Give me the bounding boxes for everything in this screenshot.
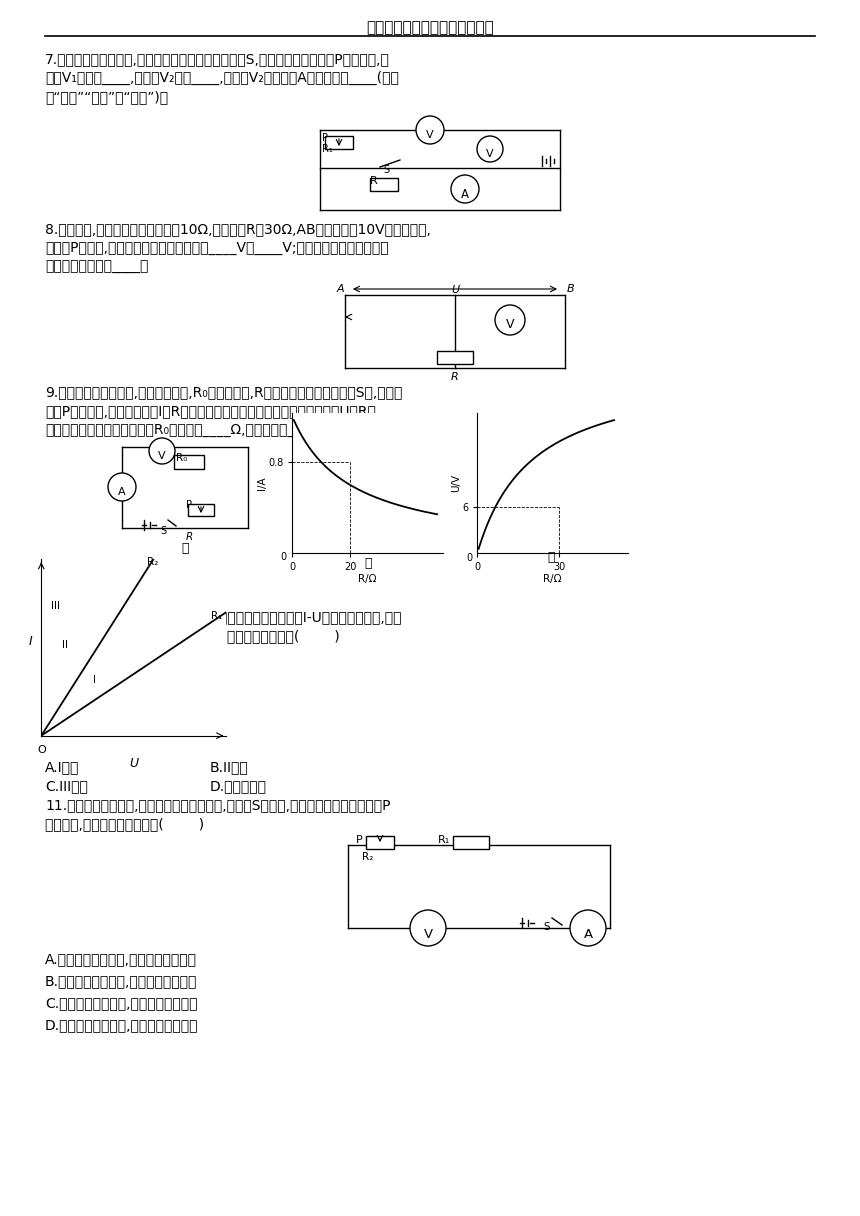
Bar [188, 503, 214, 516]
Text: 甲: 甲 [181, 542, 188, 554]
Text: A: A [461, 187, 469, 201]
Text: B.电压表的示数变小,电流表的示数变大: B.电压表的示数变小,电流表的示数变大 [45, 974, 198, 987]
Circle shape [451, 175, 479, 203]
Text: V: V [486, 150, 494, 159]
Text: 压表V₁的示数____,电压表V₂示数____,电压表V₂与电流表A示数的比值____(均选: 压表V₁的示数____,电压表V₂示数____,电压表V₂与电流表A示数的比值_… [45, 71, 399, 85]
Text: C.III区域: C.III区域 [45, 779, 88, 793]
Text: D.以上都不对: D.以上都不对 [210, 779, 267, 793]
Text: R₀: R₀ [176, 454, 187, 463]
Text: III: III [51, 601, 59, 610]
Circle shape [149, 438, 175, 465]
Circle shape [570, 910, 606, 946]
Text: A.I区域: A.I区域 [45, 760, 79, 775]
Circle shape [108, 473, 136, 501]
Text: V: V [427, 130, 433, 140]
Text: A: A [118, 486, 126, 497]
Text: 向左滑动,下列说法中正确的是(        ): 向左滑动,下列说法中正确的是( ) [45, 817, 204, 831]
Text: 8.如图所示,滑动变阻器的最大值是10Ω,定值电阻R为30Ω,AB间的电压为10V且保持不变,: 8.如图所示,滑动变阻器的最大值是10Ω,定值电阻R为30Ω,AB间的电压为10… [45, 223, 431, 236]
Text: A.电压表的示数变大,电流表的示数变大: A.电压表的示数变大,电流表的示数变大 [45, 952, 197, 966]
Text: R₂: R₂ [147, 557, 158, 567]
Text: A: A [337, 285, 345, 294]
Text: II: II [62, 640, 68, 649]
Y-axis label: I/A: I/A [257, 477, 267, 490]
Text: 丙: 丙 [548, 551, 555, 564]
X-axis label: R/Ω: R/Ω [359, 574, 377, 584]
Text: U: U [451, 285, 459, 295]
Text: R₂: R₂ [362, 852, 373, 862]
Circle shape [495, 305, 525, 334]
Text: 乙: 乙 [364, 557, 372, 569]
Text: 11.如图所示的电路中,电源两端电压保持不变,当开关S闭合时,如果将滑动变阻器的滑片P: 11.如图所示的电路中,电源两端电压保持不变,当开关S闭合时,如果将滑动变阻器的… [45, 798, 390, 812]
Text: V: V [506, 319, 514, 332]
Circle shape [477, 136, 503, 162]
Text: P: P [356, 835, 363, 845]
Bar [437, 351, 473, 364]
Text: B: B [567, 285, 574, 294]
Text: 填“变大”“变小”或“不变”)。: 填“变大”“变小”或“不变”)。 [45, 90, 168, 105]
Bar [366, 837, 394, 849]
Text: 与最小电流之比为____。: 与最小电流之比为____。 [45, 260, 149, 274]
X-axis label: R/Ω: R/Ω [544, 574, 562, 584]
Text: 当滑片P移动时,电压表示数的变化范围是从____V到____V;通过定值电阻的最大电流: 当滑片P移动时,电压表示数的变化范围是从____V到____V;通过定值电阻的最… [45, 241, 389, 255]
Text: A: A [583, 928, 593, 940]
Text: V: V [423, 928, 433, 940]
Text: 人教版九年级上册物理同步训练: 人教版九年级上册物理同步训练 [366, 19, 494, 35]
Text: 滑片P的过程中,电流表的示数I与R的阻值关系图像如图乙所示。电压表的示数U与R的: 滑片P的过程中,电流表的示数I与R的阻值关系图像如图乙所示。电压表的示数U与R的 [45, 404, 376, 418]
Y-axis label: I: I [28, 635, 32, 647]
Text: S: S [160, 527, 166, 536]
Text: 0: 0 [466, 553, 472, 563]
Y-axis label: U/V: U/V [451, 474, 461, 492]
Text: R₁: R₁ [322, 143, 333, 154]
Text: V: V [158, 451, 166, 461]
Bar [325, 136, 353, 150]
Circle shape [410, 910, 446, 946]
Text: S: S [543, 922, 550, 931]
Text: S: S [383, 165, 389, 175]
Circle shape [416, 116, 444, 143]
Bar [370, 178, 398, 191]
Text: R₁: R₁ [438, 835, 451, 845]
Text: R: R [452, 372, 459, 382]
X-axis label: U: U [129, 756, 138, 770]
Bar [453, 837, 489, 849]
Text: P: P [322, 133, 328, 143]
Text: I: I [93, 675, 96, 685]
Text: R: R [370, 176, 378, 186]
Text: C.电压表的示数变大,电流表的示数变小: C.电压表的示数变大,电流表的示数变小 [45, 996, 198, 1010]
Text: 10.有两个阻值不同的定值电阻R₁、R₂,它们的电流随电压变化的I-U的图像如图所示,如果: 10.有两个阻值不同的定值电阻R₁、R₂,它们的电流随电压变化的I-U的图像如图… [45, 610, 402, 624]
Text: 0: 0 [280, 552, 286, 562]
Text: B.II区域: B.II区域 [210, 760, 249, 775]
Text: R₁、R₂串联后的总电阻为R串,则R串的I-U图像所在的区域是(        ): R₁、R₂串联后的总电阻为R串,则R串的I-U图像所在的区域是( ) [45, 629, 340, 643]
Text: 7.在如图所示的电路中,电源电压保持不变。闭合开关S,将滑动变阻器的滑片P向右移动,电: 7.在如图所示的电路中,电源电压保持不变。闭合开关S,将滑动变阻器的滑片P向右移… [45, 52, 390, 66]
Text: R: R [186, 533, 194, 542]
Text: 阻值关系图像如图丙所示。则R₀的阻值为____Ω,电源电压为____V。: 阻值关系图像如图丙所示。则R₀的阻值为____Ω,电源电压为____V。 [45, 423, 334, 437]
Text: 9.如图甲所示的电路中,电源电压恒定,R₀为定值电阻,R为滑动变阻器。闭合开关S后,在移动: 9.如图甲所示的电路中,电源电压恒定,R₀为定值电阻,R为滑动变阻器。闭合开关S… [45, 385, 402, 399]
Text: R₁: R₁ [212, 612, 223, 621]
Text: D.电压表的示数变小,电流表的示数变小: D.电压表的示数变小,电流表的示数变小 [45, 1018, 199, 1032]
Text: P: P [186, 500, 192, 510]
Bar [174, 455, 204, 469]
